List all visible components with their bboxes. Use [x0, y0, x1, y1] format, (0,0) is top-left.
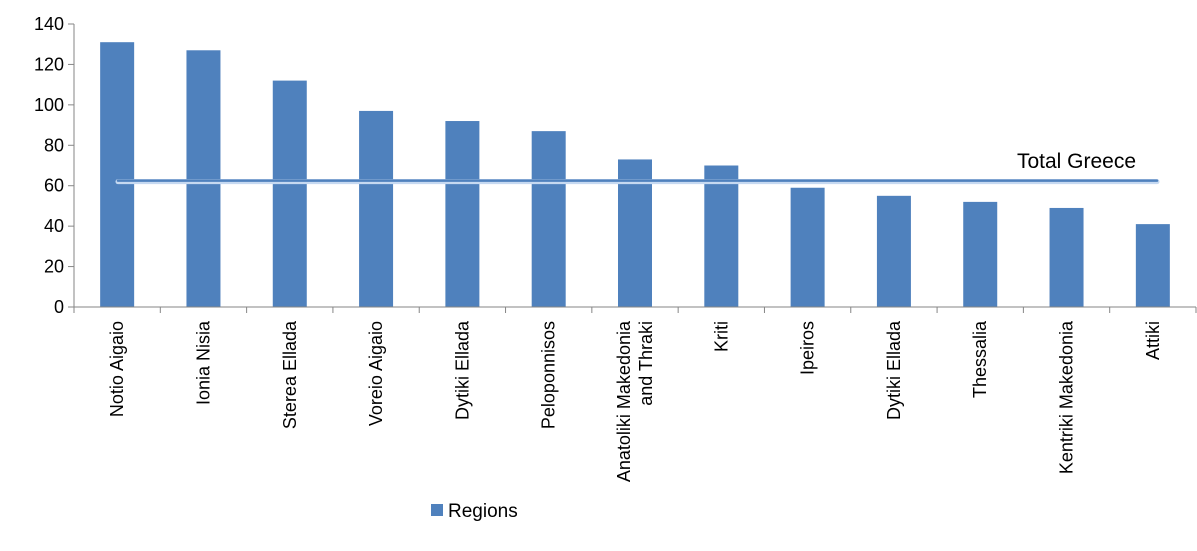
x-tick-label-line: Ionia Nisia — [193, 320, 213, 405]
x-tick-label: Peloponnisos — [539, 321, 559, 429]
x-tick-label-line: Thessalia — [970, 320, 990, 398]
bar — [704, 165, 739, 307]
x-tick-label-line: Dytiki Ellada — [452, 320, 472, 420]
x-tick-label-line: Notio Aigaio — [107, 321, 127, 417]
x-tick-label-line: Kentriki Makedonia — [1057, 320, 1077, 474]
bar — [1049, 207, 1084, 307]
reference-line-label: Total Greece — [1017, 150, 1136, 173]
y-axis: 0 20 40 60 80 100 120 140 — [34, 14, 75, 317]
legend-label: Regions — [448, 501, 518, 522]
x-tick-label: Anatoliki Makedonia and Thraki — [614, 320, 656, 482]
x-tick-label: Voreio Aigaio — [366, 321, 386, 426]
y-tick-label: 100 — [34, 95, 64, 115]
y-tick-label: 0 — [54, 297, 64, 317]
y-tick-label: 40 — [44, 216, 64, 236]
y-tick-label: 80 — [44, 135, 64, 155]
bar — [531, 131, 566, 307]
x-tick-label: Kentriki Makedonia — [1057, 320, 1077, 474]
bar — [876, 195, 911, 307]
bar — [963, 201, 998, 307]
total-greece-reference: Total Greece — [115, 150, 1160, 185]
bar — [1135, 224, 1170, 307]
x-axis: Notio Aigaio Ionia Nisia Sterea Ellada Vore… — [73, 306, 1197, 482]
y-tick-label: 140 — [34, 14, 64, 34]
bar — [186, 50, 221, 308]
y-tick-label: 20 — [44, 257, 64, 277]
x-tick-label-line: Attiki — [1143, 321, 1163, 360]
x-tick-label: Attiki — [1143, 321, 1163, 360]
x-tick-label-line: Ipeiros — [798, 321, 818, 375]
x-tick-label: Thessalia — [970, 320, 990, 398]
x-tick-label: Notio Aigaio — [107, 321, 127, 417]
bar — [272, 80, 307, 307]
x-tick-label-line: Voreio Aigaio — [366, 321, 386, 426]
bar — [445, 121, 480, 308]
bars — [100, 42, 1170, 308]
x-tick-label-line: Anatoliki Makedonia — [614, 320, 634, 482]
bar — [359, 110, 394, 308]
x-tick-label-line: Kriti — [711, 321, 731, 352]
x-tick-label: Sterea Ellada — [280, 320, 300, 429]
x-tick-label-line: Peloponnisos — [539, 321, 559, 429]
x-tick-label: Dytiki Ellada — [452, 320, 472, 420]
x-tick-label: Ipeiros — [798, 321, 818, 375]
y-tick-label: 60 — [44, 176, 64, 196]
x-tick-label-line: and Thraki — [636, 321, 656, 406]
x-tick-label: Ionia Nisia — [193, 320, 213, 405]
x-tick-label: Dytiki Ellada — [884, 320, 904, 420]
x-tick-label-line: Sterea Ellada — [280, 320, 300, 429]
bar — [100, 42, 135, 307]
y-tick-label: 120 — [34, 54, 64, 74]
x-tick-label-line: Dytiki Ellada — [884, 320, 904, 420]
legend: Regions — [431, 501, 518, 522]
bar — [790, 187, 825, 307]
legend-swatch — [431, 504, 443, 516]
x-tick-label: Kriti — [711, 321, 731, 352]
